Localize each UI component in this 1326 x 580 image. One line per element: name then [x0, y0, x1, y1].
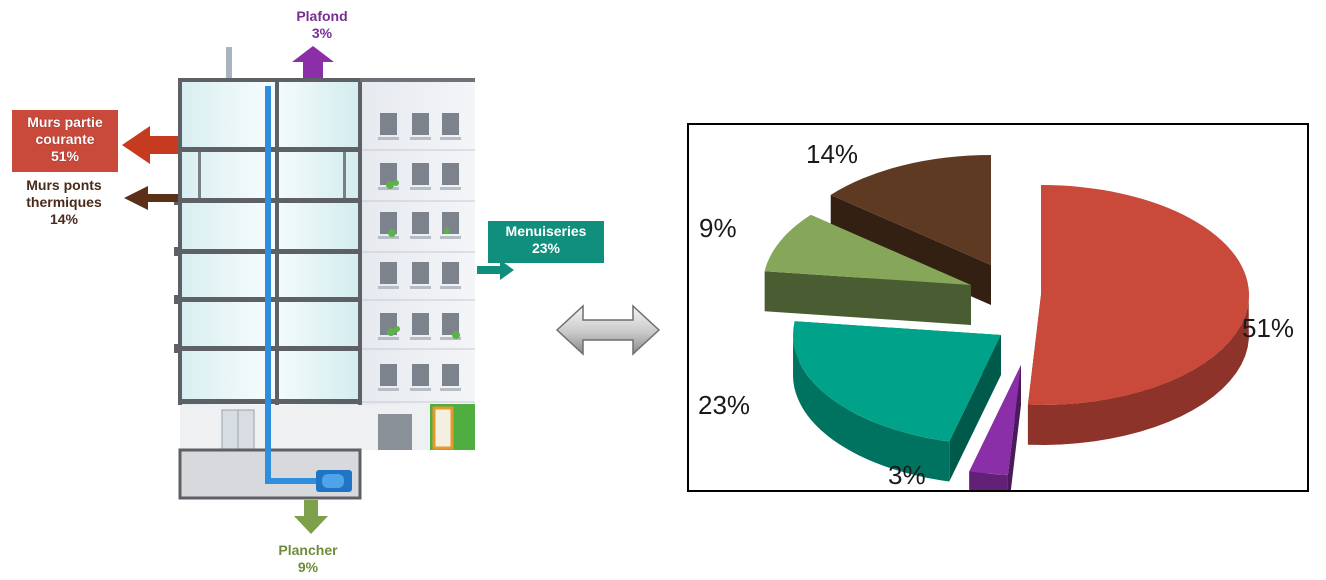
facade-windows	[378, 113, 475, 450]
ceiling-arrow	[292, 46, 334, 78]
ceiling-label-line1: Plafond	[296, 8, 348, 24]
thermal-bridges-label: Murs ponts thermiques 14%	[8, 177, 120, 228]
pie-label-9pct: 9%	[699, 213, 737, 243]
floor-label-line1: Plancher	[278, 542, 338, 558]
walls-main-label-line1: Murs partie	[27, 114, 103, 130]
heating-pipe	[265, 86, 271, 484]
pie-slice-9pct	[764, 214, 971, 325]
walls-main-arrow	[122, 126, 178, 164]
joinery-label-line2: 23%	[531, 240, 561, 256]
joinery-label-line1: Menuiseries	[505, 223, 587, 239]
floor-label: Plancher 9%	[258, 542, 358, 576]
pie-label-23pct: 23%	[698, 390, 751, 420]
thermal-bridges-arrow	[124, 186, 178, 210]
joinery-label: Menuiseries 23%	[488, 221, 604, 263]
pie-slice-3pct	[969, 365, 1021, 490]
thermal-bridges-label-line1: Murs ponts	[26, 177, 102, 193]
thermal-bridges-label-line2: thermiques	[26, 194, 102, 210]
walls-main-label: Murs partie courante 51%	[12, 110, 118, 172]
chimney	[226, 47, 232, 80]
walls-main-label-line2: courante	[35, 131, 95, 147]
building-illustration	[122, 46, 514, 534]
pie-chart-frame: 51% 3% 23% 9% 14%	[687, 123, 1309, 492]
floor-arrow	[294, 500, 328, 534]
joinery-arrow	[477, 260, 514, 280]
pie-slice-23pct	[793, 321, 1001, 482]
pie-chart	[764, 155, 1250, 490]
double-arrow-icon	[555, 304, 661, 356]
ceiling-label-line2: 3%	[311, 25, 333, 41]
floor-label-line2: 9%	[297, 559, 319, 575]
thermal-bridges-label-line3: 14%	[49, 211, 79, 227]
pie-label-14pct: 14%	[806, 139, 859, 169]
walls-main-label-line3: 51%	[50, 148, 80, 164]
pie-label-3pct: 3%	[888, 460, 926, 490]
ceiling-label: Plafond 3%	[272, 8, 372, 42]
pie-slice-51pct	[1027, 185, 1250, 445]
pie-label-51pct: 51%	[1242, 313, 1295, 343]
